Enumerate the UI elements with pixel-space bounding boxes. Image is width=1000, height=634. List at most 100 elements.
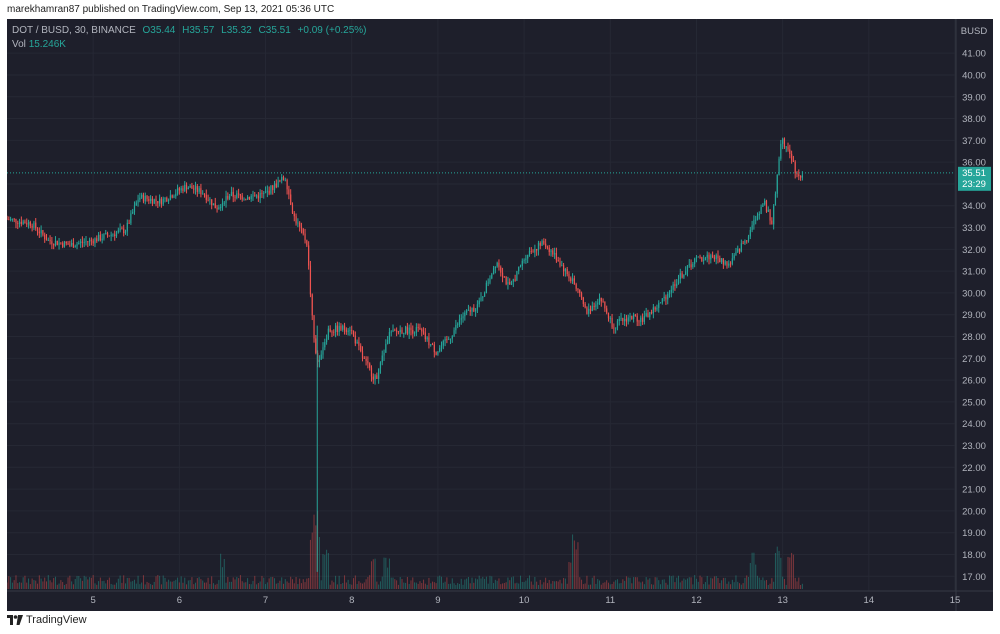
volume-bar xyxy=(555,581,557,589)
volume-bar xyxy=(324,554,326,589)
volume-bar xyxy=(563,577,565,589)
candle-body xyxy=(90,239,92,241)
candle-body xyxy=(444,338,446,341)
candle-body xyxy=(151,198,154,204)
volume-bar xyxy=(221,567,223,589)
candle-body xyxy=(656,307,658,310)
volume-bar xyxy=(63,584,65,589)
volume-bar xyxy=(320,580,322,589)
volume-bar xyxy=(475,578,477,589)
candle-body xyxy=(130,213,132,224)
tradingview-logo[interactable]: TradingView xyxy=(7,614,87,626)
candle-body xyxy=(220,207,222,208)
volume-bar xyxy=(385,557,387,589)
volume-bar xyxy=(236,576,238,589)
candle-body xyxy=(796,173,798,175)
volume-bar xyxy=(471,577,473,589)
candle-body xyxy=(157,201,159,204)
y-tick-label: 18.00 xyxy=(962,550,986,561)
candle-body xyxy=(606,308,608,313)
candle-body xyxy=(33,222,35,228)
candle-body xyxy=(643,316,645,322)
candle-body xyxy=(500,267,502,273)
volume-bar xyxy=(643,584,645,589)
candle-body xyxy=(706,254,708,258)
volume-bar xyxy=(108,577,110,589)
candle-body xyxy=(773,205,775,225)
y-tick-label: 36.00 xyxy=(962,158,986,169)
volume-bar xyxy=(31,578,33,589)
candle-body xyxy=(722,258,724,265)
volume-bar xyxy=(489,575,491,589)
volume-bar xyxy=(62,582,64,589)
top-bar: marekhamran87 published on TradingView.c… xyxy=(0,0,1000,19)
volume-bar xyxy=(85,576,87,589)
candle-body xyxy=(503,276,505,278)
volume-bar xyxy=(794,577,796,589)
volume-bar xyxy=(748,576,750,589)
volume-bar xyxy=(112,584,114,589)
volume-bar xyxy=(358,581,360,589)
volume-bar xyxy=(90,577,92,589)
candle-body xyxy=(189,185,191,188)
candle-body xyxy=(712,255,714,258)
volume-bar xyxy=(33,580,35,589)
volume-bar xyxy=(521,581,523,589)
volume-bar xyxy=(685,579,687,589)
volume-bar xyxy=(649,578,651,589)
volume-bar xyxy=(699,575,701,589)
volume-bar xyxy=(647,579,649,589)
volume-bar xyxy=(690,577,692,589)
y-tick-label: 37.00 xyxy=(962,136,986,147)
volume-bar xyxy=(573,540,575,589)
candle-body xyxy=(115,232,118,237)
candle-body xyxy=(688,264,690,266)
volume-bar xyxy=(168,579,170,589)
volume-bar xyxy=(8,576,10,589)
volume-bar xyxy=(751,552,753,589)
volume-bar xyxy=(464,579,466,589)
candle-body xyxy=(31,225,33,228)
candle-body xyxy=(216,208,218,210)
volume-bar xyxy=(622,579,624,589)
price-chart[interactable]: BUSD 41.0040.0039.0038.0037.0036.0035.00… xyxy=(7,19,993,611)
volume-legend: Vol 15.246K xyxy=(12,39,66,50)
volume-bar xyxy=(363,582,365,589)
candle-body xyxy=(460,318,462,320)
candle-body xyxy=(654,307,656,310)
volume-bar xyxy=(286,581,288,589)
volume-bar xyxy=(117,578,119,589)
candle-body xyxy=(638,321,640,323)
volume-bar xyxy=(243,582,245,589)
volume-bar xyxy=(706,575,708,589)
volume-bar xyxy=(467,576,469,589)
candle-body xyxy=(178,188,180,191)
volume-bar xyxy=(367,576,369,589)
volume-bar xyxy=(798,577,800,589)
candle-body xyxy=(88,239,91,242)
candle-body xyxy=(399,329,401,333)
volume-bar xyxy=(753,552,755,589)
candle-body xyxy=(659,302,662,304)
volume-bar xyxy=(250,584,252,589)
candle-body xyxy=(275,183,277,188)
volume-bar xyxy=(89,577,91,589)
volume-bar xyxy=(620,583,622,589)
volume-bar xyxy=(439,575,441,589)
volume-bar xyxy=(256,584,258,589)
volume-bar xyxy=(423,579,425,589)
candle-body xyxy=(65,241,67,244)
candle-body xyxy=(564,268,566,272)
volume-bar xyxy=(329,584,331,589)
y-tick-label: 30.00 xyxy=(962,288,986,299)
volume-bar xyxy=(625,576,627,589)
volume-bar xyxy=(254,575,256,589)
candle-body xyxy=(426,337,428,340)
volume-bar xyxy=(272,576,274,589)
candle-body xyxy=(383,352,385,356)
candle-body xyxy=(153,199,155,204)
volume-bar xyxy=(457,583,459,589)
volume-bar xyxy=(121,582,123,589)
volume-bar xyxy=(546,583,548,589)
candle-body xyxy=(7,218,8,220)
